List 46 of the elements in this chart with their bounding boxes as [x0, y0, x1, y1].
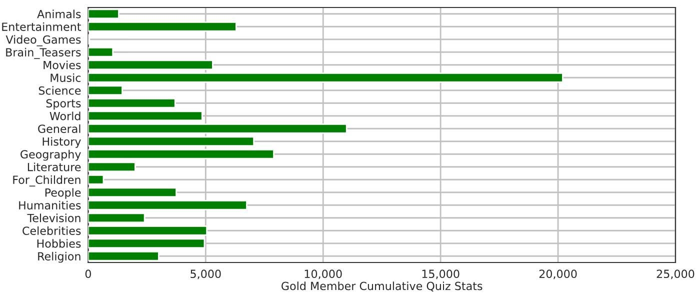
y-tick-label: Television	[27, 214, 80, 222]
y-tick-label: For_Children	[13, 175, 80, 186]
y-tick-label: Sports	[46, 99, 81, 110]
bar	[88, 123, 348, 134]
bar	[88, 136, 255, 147]
y-tick-label: Entertainment	[2, 22, 81, 32]
bar	[88, 60, 214, 70]
bar	[88, 238, 206, 249]
bar	[88, 212, 146, 224]
bar	[88, 162, 136, 172]
y-tick-label: Movies	[44, 60, 81, 70]
y-tick-label: Geography	[20, 150, 81, 161]
y-tick-label: Brain_Teasers	[6, 48, 81, 59]
bar	[88, 187, 177, 198]
x-tick-label: 5,000	[190, 270, 221, 280]
y-tick-label: Science	[38, 86, 81, 95]
y-tick-label: Celebrities	[22, 226, 81, 236]
bar	[88, 250, 160, 262]
x-tick-label: 0	[85, 270, 91, 278]
y-tick-label: Religion	[38, 252, 80, 263]
y-tick-label: Video_Games	[6, 35, 81, 46]
y-tick-label: Hobbies	[37, 239, 81, 248]
bar	[88, 174, 104, 185]
y-tick-label: General	[38, 124, 80, 134]
bar	[88, 110, 203, 122]
bar	[88, 21, 237, 32]
bar	[88, 8, 120, 20]
bar	[88, 46, 114, 58]
y-tick-label: History	[42, 137, 81, 148]
y-tick-label: Music	[50, 73, 81, 82]
x-axis-title: Gold Member Cumulative Quiz Stats	[282, 282, 482, 292]
bar	[88, 72, 564, 83]
y-tick-label: People	[45, 188, 81, 199]
y-tick-label: World	[50, 112, 80, 120]
x-tick-label: 15,000	[422, 270, 460, 280]
y-tick-label: Literature	[28, 162, 81, 172]
y-tick-label: Humanities	[19, 200, 81, 210]
bar	[88, 225, 208, 236]
bar	[88, 85, 123, 96]
bar	[88, 200, 248, 210]
x-tick-label: 10,000	[304, 270, 342, 280]
y-tick-label: Animals	[37, 10, 81, 18]
x-tick-label: 25,000	[656, 270, 694, 280]
bar	[88, 98, 176, 108]
x-tick-label: 20,000	[539, 270, 577, 280]
bar	[88, 148, 274, 160]
